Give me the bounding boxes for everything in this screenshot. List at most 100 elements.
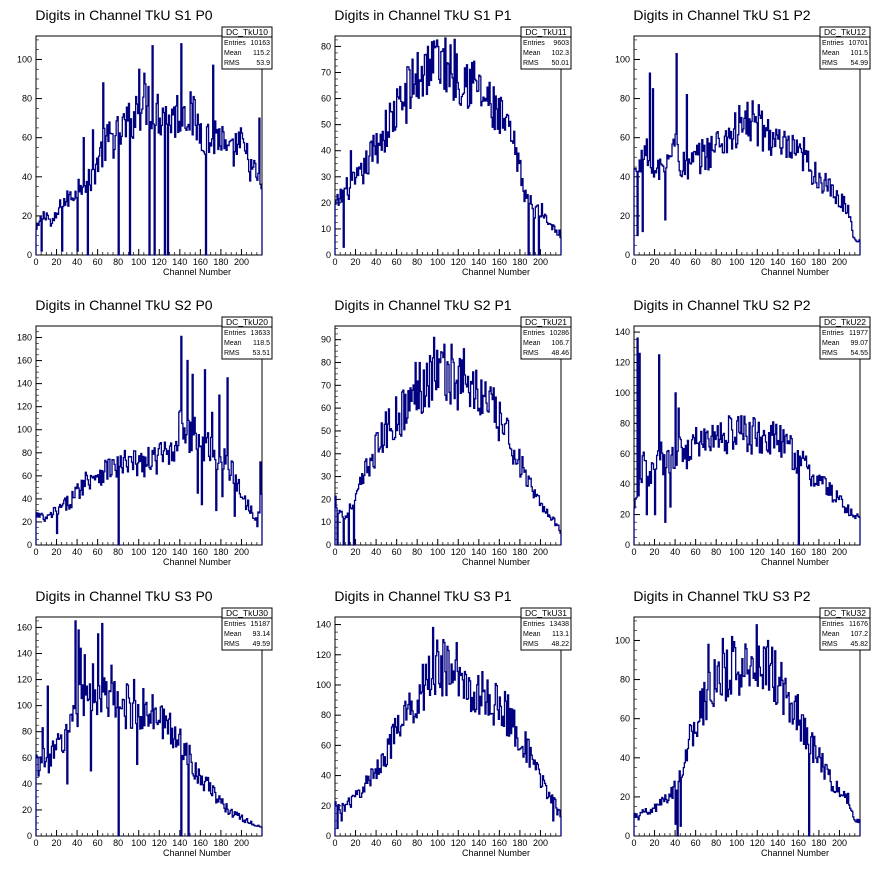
y-tick-label: 20 bbox=[22, 805, 32, 815]
panel-title: Digits in Channel TkU S3 P1 bbox=[334, 588, 511, 604]
y-tick-label: 140 bbox=[17, 379, 32, 389]
x-tick-label: 40 bbox=[670, 547, 680, 557]
y-tick-label: 20 bbox=[321, 198, 331, 208]
stats-histogram-name: DC_TkU22 bbox=[824, 317, 866, 327]
x-tick-label: 100 bbox=[131, 838, 146, 848]
histogram-series bbox=[633, 624, 861, 837]
y-tick-label: 100 bbox=[615, 388, 630, 398]
x-tick-label: 20 bbox=[650, 547, 660, 557]
y-tick-label: 20 bbox=[22, 211, 32, 221]
histogram-panel-4: Digits in Channel TkU S2 P0 0 20 40 60 80 100 1… bbox=[17, 297, 273, 567]
y-tick-label: 60 bbox=[620, 449, 630, 459]
y-tick-label: 60 bbox=[22, 133, 32, 143]
panel-title: Digits in Channel TkU S3 P0 bbox=[35, 588, 212, 604]
stats-value-mean: 107.2 bbox=[850, 631, 868, 638]
stats-value-rms: 53.9 bbox=[256, 60, 270, 67]
stats-label-rms: RMS bbox=[224, 641, 240, 648]
stats-label-mean: Mean bbox=[523, 50, 541, 57]
x-axis-label: Channel Number bbox=[761, 557, 829, 567]
stats-value-entries: 10701 bbox=[849, 40, 869, 47]
x-tick-label: 140 bbox=[172, 838, 187, 848]
y-tick-label: 120 bbox=[17, 402, 32, 412]
histogram-panel-7: Digits in Channel TkU S3 P0 0 20 40 60 80 100 1… bbox=[17, 588, 273, 858]
stats-value-mean: 93.14 bbox=[252, 631, 270, 638]
stats-value-mean: 106.7 bbox=[551, 340, 569, 347]
stats-value-rms: 54.55 bbox=[850, 350, 868, 357]
x-tick-label: 80 bbox=[412, 257, 422, 267]
stats-label-mean: Mean bbox=[224, 50, 242, 57]
stats-box-frame bbox=[520, 607, 572, 651]
stats-histogram-name: DC_TkU11 bbox=[525, 27, 567, 37]
y-tick-label: 0 bbox=[27, 250, 32, 260]
x-tick-label: 60 bbox=[93, 257, 103, 267]
y-tick-label: 160 bbox=[17, 622, 32, 632]
x-tick-label: 100 bbox=[430, 838, 445, 848]
stats-value-mean: 99.07 bbox=[850, 340, 868, 347]
stats-value-rms: 45.82 bbox=[850, 641, 868, 648]
y-tick-label: 100 bbox=[615, 635, 630, 645]
y-tick-label: 0 bbox=[326, 831, 331, 841]
x-tick-label: 20 bbox=[650, 838, 660, 848]
stats-label-entries: Entries bbox=[822, 621, 844, 628]
histogram-panel-9: Digits in Channel TkU S3 P2 0 20 40 60 80 100 1… bbox=[615, 588, 871, 858]
panel-title: Digits in Channel TkU S2 P2 bbox=[633, 297, 810, 313]
x-tick-label: 180 bbox=[512, 547, 527, 557]
y-tick-label: 140 bbox=[615, 327, 630, 337]
x-tick-label: 120 bbox=[451, 257, 466, 267]
y-tick-label: 0 bbox=[625, 540, 630, 550]
x-axis-label: Channel Number bbox=[462, 267, 530, 277]
stats-label-entries: Entries bbox=[224, 330, 246, 337]
x-axis-label: Channel Number bbox=[462, 848, 530, 858]
stats-box: DC_TkU20 Entries 13633 Mean 118.5 RMS 53.51 bbox=[221, 316, 273, 360]
stats-label-mean: Mean bbox=[822, 340, 840, 347]
x-tick-label: 80 bbox=[711, 257, 721, 267]
stats-box-frame bbox=[819, 607, 871, 651]
stats-label-rms: RMS bbox=[822, 350, 838, 357]
x-tick-label: 140 bbox=[770, 838, 785, 848]
y-tick-label: 20 bbox=[620, 211, 630, 221]
y-tick-label: 70 bbox=[321, 68, 331, 78]
x-tick-label: 40 bbox=[371, 257, 381, 267]
stats-value-rms: 50.01 bbox=[551, 60, 569, 67]
y-tick-label: 80 bbox=[620, 418, 630, 428]
x-tick-label: 0 bbox=[33, 257, 38, 267]
y-tick-label: 40 bbox=[321, 449, 331, 459]
x-tick-label: 20 bbox=[650, 257, 660, 267]
stats-box-frame bbox=[819, 316, 871, 360]
y-tick-label: 160 bbox=[17, 356, 32, 366]
stats-value-entries: 11676 bbox=[849, 621, 868, 628]
stats-histogram-name: DC_TkU21 bbox=[525, 317, 567, 327]
x-tick-label: 20 bbox=[351, 257, 361, 267]
histogram-panel-1: Digits in Channel TkU S1 P0 0 20 40 60 80 100 1… bbox=[17, 7, 273, 277]
x-tick-label: 140 bbox=[471, 838, 486, 848]
stats-histogram-name: DC_TkU10 bbox=[226, 27, 268, 37]
stats-label-entries: Entries bbox=[224, 621, 246, 628]
y-tick-label: 80 bbox=[321, 710, 331, 720]
stats-value-mean: 101.5 bbox=[850, 50, 868, 57]
y-tick-label: 40 bbox=[620, 172, 630, 182]
x-tick-label: 120 bbox=[451, 547, 466, 557]
x-tick-label: 20 bbox=[52, 547, 62, 557]
panel-title: Digits in Channel TkU S2 P0 bbox=[35, 297, 212, 313]
stats-value-rms: 54.99 bbox=[850, 60, 868, 67]
stats-box: DC_TkU22 Entries 11977 Mean 99.07 RMS 54.55 bbox=[819, 316, 871, 360]
y-tick-label: 30 bbox=[321, 472, 331, 482]
stats-box-frame bbox=[221, 316, 273, 360]
y-tick-label: 10 bbox=[321, 517, 331, 527]
x-tick-label: 40 bbox=[72, 838, 82, 848]
stats-value-rms: 53.51 bbox=[252, 350, 270, 357]
stats-box: DC_TkU30 Entries 15187 Mean 93.14 RMS 49.59 bbox=[221, 607, 273, 651]
y-tick-label: 40 bbox=[620, 479, 630, 489]
stats-label-entries: Entries bbox=[523, 330, 545, 337]
x-tick-label: 180 bbox=[213, 547, 228, 557]
stats-label-rms: RMS bbox=[523, 60, 539, 67]
stats-box-frame bbox=[520, 26, 572, 70]
y-tick-label: 100 bbox=[17, 54, 32, 64]
x-axis-label: Channel Number bbox=[761, 848, 829, 858]
y-tick-label: 80 bbox=[620, 94, 630, 104]
x-tick-label: 0 bbox=[33, 838, 38, 848]
stats-value-entries: 9603 bbox=[553, 40, 569, 47]
x-tick-label: 160 bbox=[791, 257, 806, 267]
x-tick-label: 200 bbox=[832, 838, 847, 848]
x-tick-label: 40 bbox=[371, 547, 381, 557]
